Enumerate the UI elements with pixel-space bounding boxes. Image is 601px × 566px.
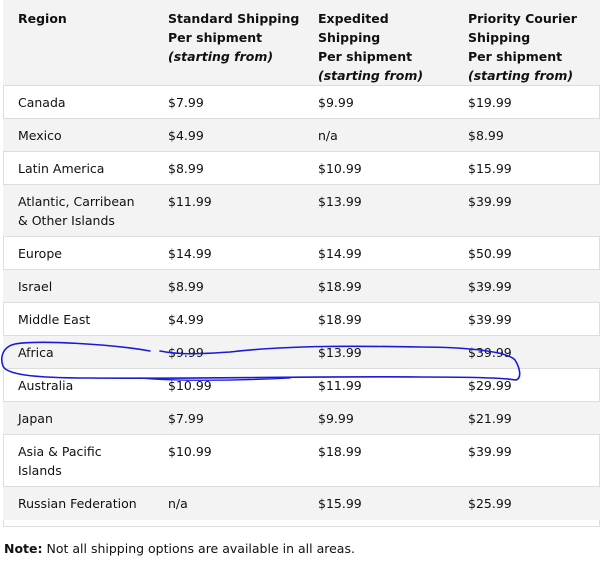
expedited-price-cell: $18.99 (318, 312, 362, 327)
region-cell: Russian Federation (3, 486, 153, 520)
region-cell: Canada (18, 95, 66, 110)
table-row: Israel $8.99 $18.99 $39.99 (3, 269, 600, 303)
expedited-price-cell: $14.99 (318, 246, 362, 261)
priority-price-cell: $15.99 (468, 161, 512, 176)
table-row: Mexico $4.99 n/a $8.99 (3, 118, 600, 152)
region-cell: Asia & Pacific Islands (3, 435, 153, 487)
header-expedited: Expedited Shipping Per shipment (startin… (303, 0, 453, 86)
standard-price-cell: $4.99 (168, 312, 204, 327)
region-line: Atlantic, Carribean (18, 194, 135, 209)
header-priority-line: Priority Courier (468, 11, 577, 26)
table-row: Australia $10.99 $11.99 $29.99 (3, 369, 600, 402)
priority-price-cell: $39.99 (453, 269, 600, 303)
standard-price-cell: $10.99 (168, 378, 212, 393)
priority-price-cell: $39.99 (468, 444, 512, 459)
standard-price-cell: $4.99 (153, 118, 303, 152)
priority-price-cell: $21.99 (453, 401, 600, 435)
expedited-price-cell: $9.99 (303, 401, 453, 435)
table-row: Russian Federation n/a $15.99 $25.99 (3, 486, 600, 520)
expedited-price-cell: $9.99 (318, 95, 354, 110)
header-region-label: Region (18, 11, 67, 26)
table-row: Asia & Pacific Islands $10.99 $18.99 $39… (3, 435, 600, 487)
header-priority-sub: (starting from) (468, 68, 574, 83)
priority-price-cell: $19.99 (468, 95, 512, 110)
note-label: Note: (4, 541, 43, 556)
header-expedited-line: Per shipment (318, 49, 413, 64)
header-standard: Standard Shipping Per shipment (starting… (153, 0, 303, 86)
expedited-price-cell: $18.99 (318, 444, 362, 459)
shipping-table-frame (3, 0, 600, 527)
header-priority-line: Shipping (468, 30, 531, 45)
priority-price-cell: $50.99 (468, 246, 512, 261)
table-row-highlighted: Africa $9.99 $13.99 $39.99 (3, 335, 600, 369)
table-row: Middle East $4.99 $18.99 $39.99 (3, 303, 600, 336)
region-cell: Japan (3, 401, 153, 435)
footnote: Note: Not all shipping options are avail… (4, 541, 355, 556)
region-cell: Atlantic, Carribean & Other Islands (3, 184, 153, 237)
priority-price-cell: $29.99 (468, 378, 512, 393)
standard-price-cell: $11.99 (153, 184, 303, 237)
standard-price-cell: $10.99 (168, 444, 212, 459)
note-text: Not all shipping options are available i… (42, 541, 355, 556)
region-line: & Other Islands (18, 213, 115, 228)
standard-price-cell: $8.99 (168, 161, 204, 176)
standard-price-cell: $7.99 (168, 95, 204, 110)
header-standard-sub: (starting from) (168, 49, 274, 64)
table-row: Atlantic, Carribean & Other Islands $11.… (3, 184, 600, 237)
region-line: Islands (18, 463, 62, 478)
header-priority: Priority Courier Shipping Per shipment (… (453, 0, 600, 86)
header-standard-line: Standard Shipping (168, 11, 300, 26)
header-priority-line: Per shipment (468, 49, 563, 64)
expedited-price-cell: $18.99 (303, 269, 453, 303)
region-cell: Israel (3, 269, 153, 303)
expedited-price-cell: n/a (303, 118, 453, 152)
region-cell: Mexico (3, 118, 153, 152)
table-row: Europe $14.99 $14.99 $50.99 (3, 237, 600, 270)
priority-price-cell: $25.99 (453, 486, 600, 520)
expedited-price-cell: $11.99 (318, 378, 362, 393)
priority-price-cell: $8.99 (453, 118, 600, 152)
standard-price-cell: $14.99 (168, 246, 212, 261)
header-standard-line: Per shipment (168, 30, 263, 45)
region-line: Asia & Pacific (18, 444, 102, 459)
table-row: Canada $7.99 $9.99 $19.99 (3, 86, 600, 119)
expedited-price-cell: $10.99 (318, 161, 362, 176)
standard-price-cell: $9.99 (153, 335, 303, 369)
priority-price-cell: $39.99 (468, 312, 512, 327)
standard-price-cell: n/a (153, 486, 303, 520)
priority-price-cell: $39.99 (453, 335, 600, 369)
expedited-price-cell: $15.99 (303, 486, 453, 520)
region-cell: Australia (18, 378, 74, 393)
table-row: Japan $7.99 $9.99 $21.99 (3, 401, 600, 435)
region-cell: Europe (18, 246, 62, 261)
shipping-rates-table: Region Standard Shipping Per shipment (s… (3, 0, 600, 520)
region-cell: Latin America (18, 161, 105, 176)
standard-price-cell: $8.99 (153, 269, 303, 303)
priority-price-cell: $39.99 (453, 184, 600, 237)
table-header-row: Region Standard Shipping Per shipment (s… (3, 0, 600, 86)
region-cell: Middle East (18, 312, 91, 327)
expedited-price-cell: $13.99 (303, 335, 453, 369)
header-region: Region (3, 0, 153, 86)
header-expedited-line: Expedited Shipping (318, 11, 389, 45)
expedited-price-cell: $13.99 (303, 184, 453, 237)
region-cell: Africa (3, 335, 153, 369)
standard-price-cell: $7.99 (153, 401, 303, 435)
table-row: Latin America $8.99 $10.99 $15.99 (3, 152, 600, 185)
header-expedited-sub: (starting from) (318, 68, 424, 83)
